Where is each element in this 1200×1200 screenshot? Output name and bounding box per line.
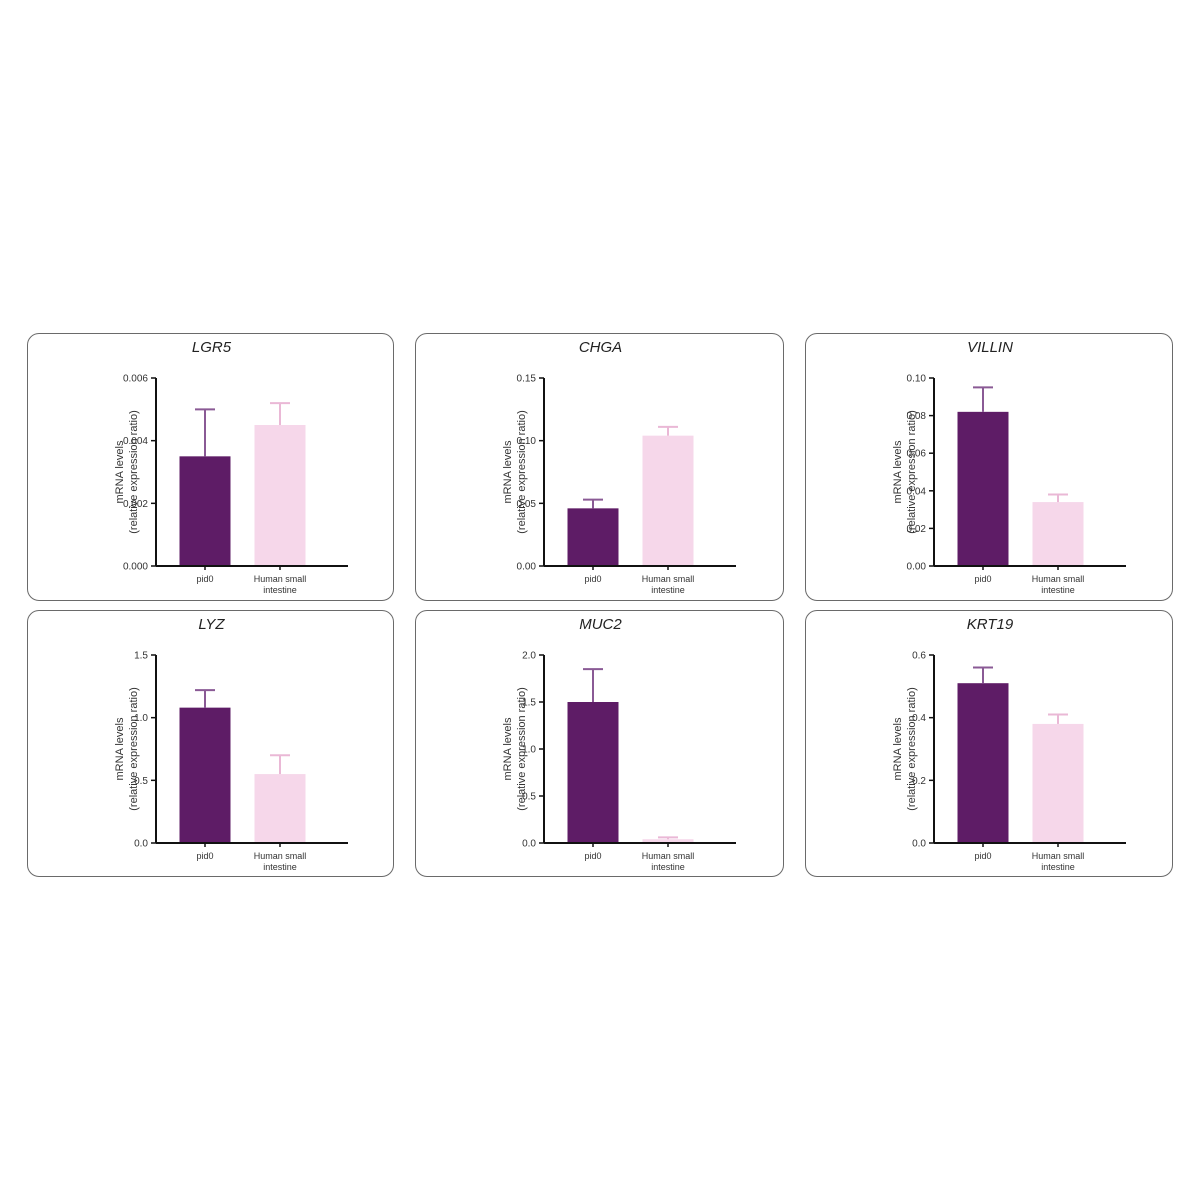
y-tick-label: 0.0 — [912, 839, 926, 850]
y-tick-label: 1.0 — [134, 713, 148, 724]
x-category-label: intestine — [651, 862, 685, 872]
bar-human-small-intestine — [254, 774, 306, 843]
x-category-label: Human small — [254, 574, 307, 584]
y-axis-label-line1: mRNA levels — [114, 717, 126, 780]
chart-title-chga: CHGA — [579, 339, 622, 356]
chart-lyz: LYZ mRNA levels (relative expression ratio… — [114, 616, 348, 872]
y-tick-label: 1.5 — [134, 651, 148, 662]
chart-villin: VILLIN mRNA levels (relative expression ra… — [892, 339, 1126, 595]
y-tick-label: 0.10 — [907, 374, 927, 385]
y-tick-label: 0.0 — [522, 839, 536, 850]
y-tick-label: 0.06 — [907, 449, 927, 460]
y-tick-label: 0.4 — [912, 713, 926, 724]
y-tick-label: 2.0 — [522, 651, 536, 662]
x-category-label: Human small — [642, 574, 695, 584]
bar-human-small-intestine — [642, 435, 694, 566]
y-tick-label: 0.15 — [517, 374, 537, 385]
y-axis-label-line2: (relative expression ratio) — [128, 687, 140, 811]
x-category-label: intestine — [263, 585, 297, 595]
y-tick-label: 1.5 — [522, 698, 536, 709]
y-axis-label-line1: mRNA levels — [502, 440, 514, 503]
bar-human-small-intestine — [1032, 502, 1084, 566]
y-tick-label: 1.0 — [522, 745, 536, 756]
y-tick-label: 0.10 — [517, 436, 537, 447]
bar-human-small-intestine — [642, 839, 694, 843]
y-axis-label-line2: (relative expression ratio) — [906, 687, 918, 811]
bar-human-small-intestine — [254, 425, 306, 566]
y-tick-label: 0.05 — [517, 499, 537, 510]
chart-title-muc2: MUC2 — [579, 616, 622, 633]
panel-muc2: MUC2 mRNA levels (relative expression rati… — [415, 610, 784, 877]
x-category-label: pid0 — [584, 851, 601, 861]
bar-human-small-intestine — [1032, 723, 1084, 843]
y-tick-label: 0.006 — [123, 374, 148, 385]
panel-villin: VILLIN mRNA levels (relative expression ra… — [805, 333, 1173, 601]
panel-lyz: LYZ mRNA levels (relative expression ratio… — [27, 610, 394, 877]
y-tick-label: 0.5 — [134, 776, 148, 787]
y-axis-label-line2: (relative expression ratio) — [128, 410, 140, 534]
y-axis-label-line2: (relative expression ratio) — [516, 687, 528, 811]
x-category-label: intestine — [1041, 585, 1075, 595]
y-axis-label-line1: mRNA levels — [892, 717, 904, 780]
bar-pid0 — [179, 707, 231, 843]
y-tick-label: 0.04 — [907, 486, 927, 497]
bar-pid0 — [179, 456, 231, 566]
x-category-label: Human small — [1032, 851, 1085, 861]
x-category-label: intestine — [263, 862, 297, 872]
x-category-label: Human small — [642, 851, 695, 861]
y-tick-label: 0.000 — [123, 562, 148, 573]
x-category-label: Human small — [1032, 574, 1085, 584]
y-axis-label-line2: (relative expression ratio) — [906, 410, 918, 534]
chart-chga: CHGA mRNA levels (relative expression rati… — [502, 339, 736, 595]
chart-title-krt19: KRT19 — [967, 616, 1014, 633]
x-category-label: intestine — [651, 585, 685, 595]
y-axis-label-line1: mRNA levels — [502, 717, 514, 780]
panel-chga: CHGA mRNA levels (relative expression rati… — [415, 333, 784, 601]
bar-pid0 — [957, 411, 1009, 566]
y-tick-label: 0.004 — [123, 436, 148, 447]
y-axis-label-line1: mRNA levels — [114, 440, 126, 503]
y-tick-label: 0.0 — [134, 839, 148, 850]
x-category-label: pid0 — [196, 574, 213, 584]
panel-lgr5: LGR5 mRNA levels (relative expression rati… — [27, 333, 394, 601]
y-tick-label: 0.08 — [907, 411, 927, 422]
bar-pid0 — [567, 702, 619, 843]
panel-krt19: KRT19 mRNA levels (relative expression rat… — [805, 610, 1173, 877]
y-tick-label: 0.5 — [522, 792, 536, 803]
y-tick-label: 0.02 — [907, 524, 927, 535]
y-tick-label: 0.002 — [123, 499, 148, 510]
y-axis-label-line2: (relative expression ratio) — [516, 410, 528, 534]
x-category-label: pid0 — [584, 574, 601, 584]
chart-title-lyz: LYZ — [198, 616, 225, 633]
chart-lgr5: LGR5 mRNA levels (relative expression rati… — [114, 339, 348, 595]
x-category-label: pid0 — [974, 574, 991, 584]
x-category-label: pid0 — [196, 851, 213, 861]
y-tick-label: 0.6 — [912, 651, 926, 662]
y-tick-label: 0.00 — [907, 562, 927, 573]
chart-muc2: MUC2 mRNA levels (relative expression rati… — [502, 616, 736, 872]
chart-krt19: KRT19 mRNA levels (relative expression rat… — [892, 616, 1126, 872]
y-tick-label: 0.2 — [912, 776, 926, 787]
bar-pid0 — [957, 683, 1009, 843]
chart-title-lgr5: LGR5 — [192, 339, 232, 356]
y-axis-label-line1: mRNA levels — [892, 440, 904, 503]
x-category-label: Human small — [254, 851, 307, 861]
bar-pid0 — [567, 508, 619, 566]
x-category-label: intestine — [1041, 862, 1075, 872]
y-tick-label: 0.00 — [517, 562, 537, 573]
x-category-label: pid0 — [974, 851, 991, 861]
chart-title-villin: VILLIN — [967, 339, 1013, 356]
